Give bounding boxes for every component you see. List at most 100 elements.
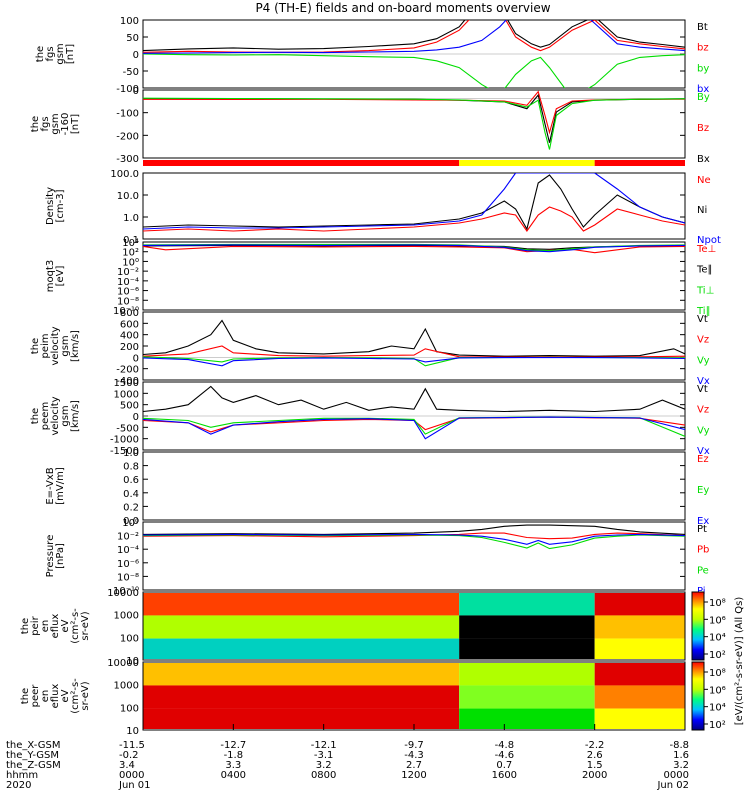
y-tick-label: 0.4 bbox=[123, 489, 139, 500]
mode-bar-segment bbox=[143, 160, 460, 166]
time-axis-row-label: hhmm bbox=[6, 770, 38, 781]
spectrogram-band-low bbox=[459, 708, 595, 729]
colorbar-ticks_top: 10⁸ 10⁶ 10⁴ 10² bbox=[691, 591, 726, 661]
y-tick-label: 0 bbox=[133, 50, 139, 61]
series-line-Bz bbox=[143, 90, 685, 135]
time-axis-value: 1.5 bbox=[587, 760, 603, 771]
y-axis-label-line: eV bbox=[60, 689, 71, 702]
time-axis-value: -4.3 bbox=[404, 750, 424, 761]
y-tick-label: 0 bbox=[133, 86, 139, 97]
legend-entry: Vz bbox=[697, 405, 709, 416]
y-axis-label: moqt3 [eV] bbox=[45, 260, 66, 293]
colorbar-ticks_bottom: 10⁸ 10⁶ 10⁴ 10² bbox=[691, 661, 726, 731]
legend-entry: Ne bbox=[697, 175, 711, 186]
y-tick-label: 10⁰ bbox=[122, 257, 139, 268]
time-axis-value: -4.6 bbox=[495, 750, 515, 761]
colorbar-tick-label: 10⁸ bbox=[709, 668, 726, 679]
y-axis-label-line: [nT] bbox=[65, 44, 76, 64]
legend-entry: bx bbox=[697, 84, 709, 95]
y-axis-label-line: the bbox=[20, 618, 31, 634]
series-group-pressure bbox=[143, 524, 685, 550]
panel-pressure: 10⁰ 10⁻² 10⁻⁴ 10⁻⁶ 10⁻⁸ 10⁻¹⁰ Pressure [nPa] Pt P… bbox=[45, 518, 709, 597]
y-tick-label: 1.0 bbox=[123, 213, 139, 224]
y-axis-label-line: eflux bbox=[50, 684, 61, 709]
series-group-density bbox=[143, 173, 685, 232]
time-axis-value: -3.1 bbox=[314, 750, 334, 761]
series-line-Vx bbox=[143, 416, 685, 440]
y-tick-label: 800 bbox=[120, 308, 139, 319]
y-axis-label-line: (cm²-s- bbox=[70, 678, 81, 714]
legend-entry: Te∥ bbox=[696, 265, 713, 276]
time-axis-value: 0000 bbox=[664, 770, 689, 781]
colorbars: 10⁸ 10⁶ 10⁴ 10² 10⁸ 10⁶ 10⁴ 10² [eV/(cm²-s-sr-eV… bbox=[691, 591, 745, 731]
series-line-Vt bbox=[143, 319, 685, 357]
time-axis-value: 1600 bbox=[492, 770, 517, 781]
panel-frame bbox=[142, 241, 686, 311]
y-tick-label: 100 bbox=[120, 633, 139, 644]
y-tick-label: -200 bbox=[116, 131, 139, 142]
y-tick-label: -1000 bbox=[110, 435, 139, 446]
spectrogram-peir-spectrogram bbox=[142, 591, 686, 661]
panel-frame bbox=[142, 311, 686, 381]
time-axis-value: -4.8 bbox=[495, 740, 515, 751]
mode-bar-segment bbox=[459, 160, 595, 166]
series-line-Ne bbox=[143, 206, 685, 232]
spectrogram-band-mid bbox=[143, 685, 460, 709]
series-line-Bx bbox=[143, 93, 685, 143]
series-line-Vy bbox=[143, 416, 685, 437]
y-axis-label-line: [cm-3] bbox=[55, 189, 66, 222]
y-tick-label: 1000 bbox=[114, 611, 139, 622]
time-axis-value: 3.2 bbox=[673, 760, 689, 771]
y-axis-label-line: the bbox=[30, 116, 41, 132]
y-tick-label: -50 bbox=[123, 67, 139, 78]
spectrogram-band-low bbox=[594, 638, 685, 659]
legend-entry: Vz bbox=[697, 335, 709, 346]
time-axis-value: -12.7 bbox=[220, 740, 246, 751]
y-axis-label: Pressure [nPa] bbox=[45, 535, 66, 578]
series-line-bx bbox=[143, 20, 685, 54]
panel-frame bbox=[142, 89, 686, 159]
time-axis-row-label: the_Y-GSM bbox=[6, 750, 59, 761]
series-line-Pb bbox=[143, 532, 685, 540]
y-tick-label: 10⁰ bbox=[122, 518, 139, 529]
time-axis-value: 0800 bbox=[311, 770, 336, 781]
y-axis-label: Density [cm-3] bbox=[45, 187, 66, 225]
spectrogram-band-high bbox=[594, 593, 685, 616]
time-axis-row-label: 2020 bbox=[6, 780, 31, 791]
y-tick-label: 0.1 bbox=[123, 235, 139, 246]
time-axis-row-label: the_Z-GSM bbox=[6, 760, 61, 771]
legend-entry: Vy bbox=[697, 425, 710, 436]
legend-entry: Vx bbox=[697, 376, 710, 387]
series-line-by bbox=[143, 53, 685, 88]
y-axis-label-line: moqt3 bbox=[45, 260, 56, 293]
y-tick-label: 10⁻⁴ bbox=[117, 277, 139, 288]
legend-entry: Ex bbox=[697, 516, 709, 527]
time-axis-value: 0000 bbox=[119, 770, 144, 781]
y-tick-label: 1000 bbox=[114, 389, 139, 400]
spectrogram-band-mid bbox=[459, 685, 595, 709]
time-axis-value: Jun 01 bbox=[118, 780, 151, 791]
y-axis-label: the fgs gsm [nT] bbox=[35, 43, 76, 64]
y-tick-label: 10⁻⁴ bbox=[117, 545, 139, 556]
y-tick-label: 10⁻¹⁰ bbox=[113, 306, 139, 317]
legend-entry: Npot bbox=[697, 235, 721, 246]
legend-entry: Ti∥ bbox=[696, 306, 711, 317]
time-axis-value: 3.2 bbox=[316, 760, 332, 771]
panel-density: 100.0 10.0 1.0 0.1 Density [cm-3] Ne Ni Npot bbox=[45, 169, 721, 246]
spectrogram-band-mid bbox=[594, 685, 685, 709]
y-tick-label: 100 bbox=[120, 703, 139, 714]
spectrogram-band-mid bbox=[459, 615, 595, 639]
series-line-Vt bbox=[143, 385, 685, 413]
spectrogram-band-low bbox=[459, 638, 595, 659]
series-line-Pi bbox=[143, 533, 685, 545]
y-axis-label: the peir en eflux eV (cm²-s-sr-eV) bbox=[20, 608, 91, 644]
y-axis-label-line: velocity bbox=[50, 396, 61, 435]
legend-entry: Ez bbox=[697, 454, 709, 465]
y-tick-label: 1.0 bbox=[123, 448, 139, 459]
time-axis-value: 0400 bbox=[221, 770, 246, 781]
time-axis-value: -1.8 bbox=[224, 750, 244, 761]
y-tick-label: -100 bbox=[116, 84, 139, 95]
y-axis-label: the peer en eflux eV (cm²-s-sr-eV) bbox=[20, 678, 91, 714]
